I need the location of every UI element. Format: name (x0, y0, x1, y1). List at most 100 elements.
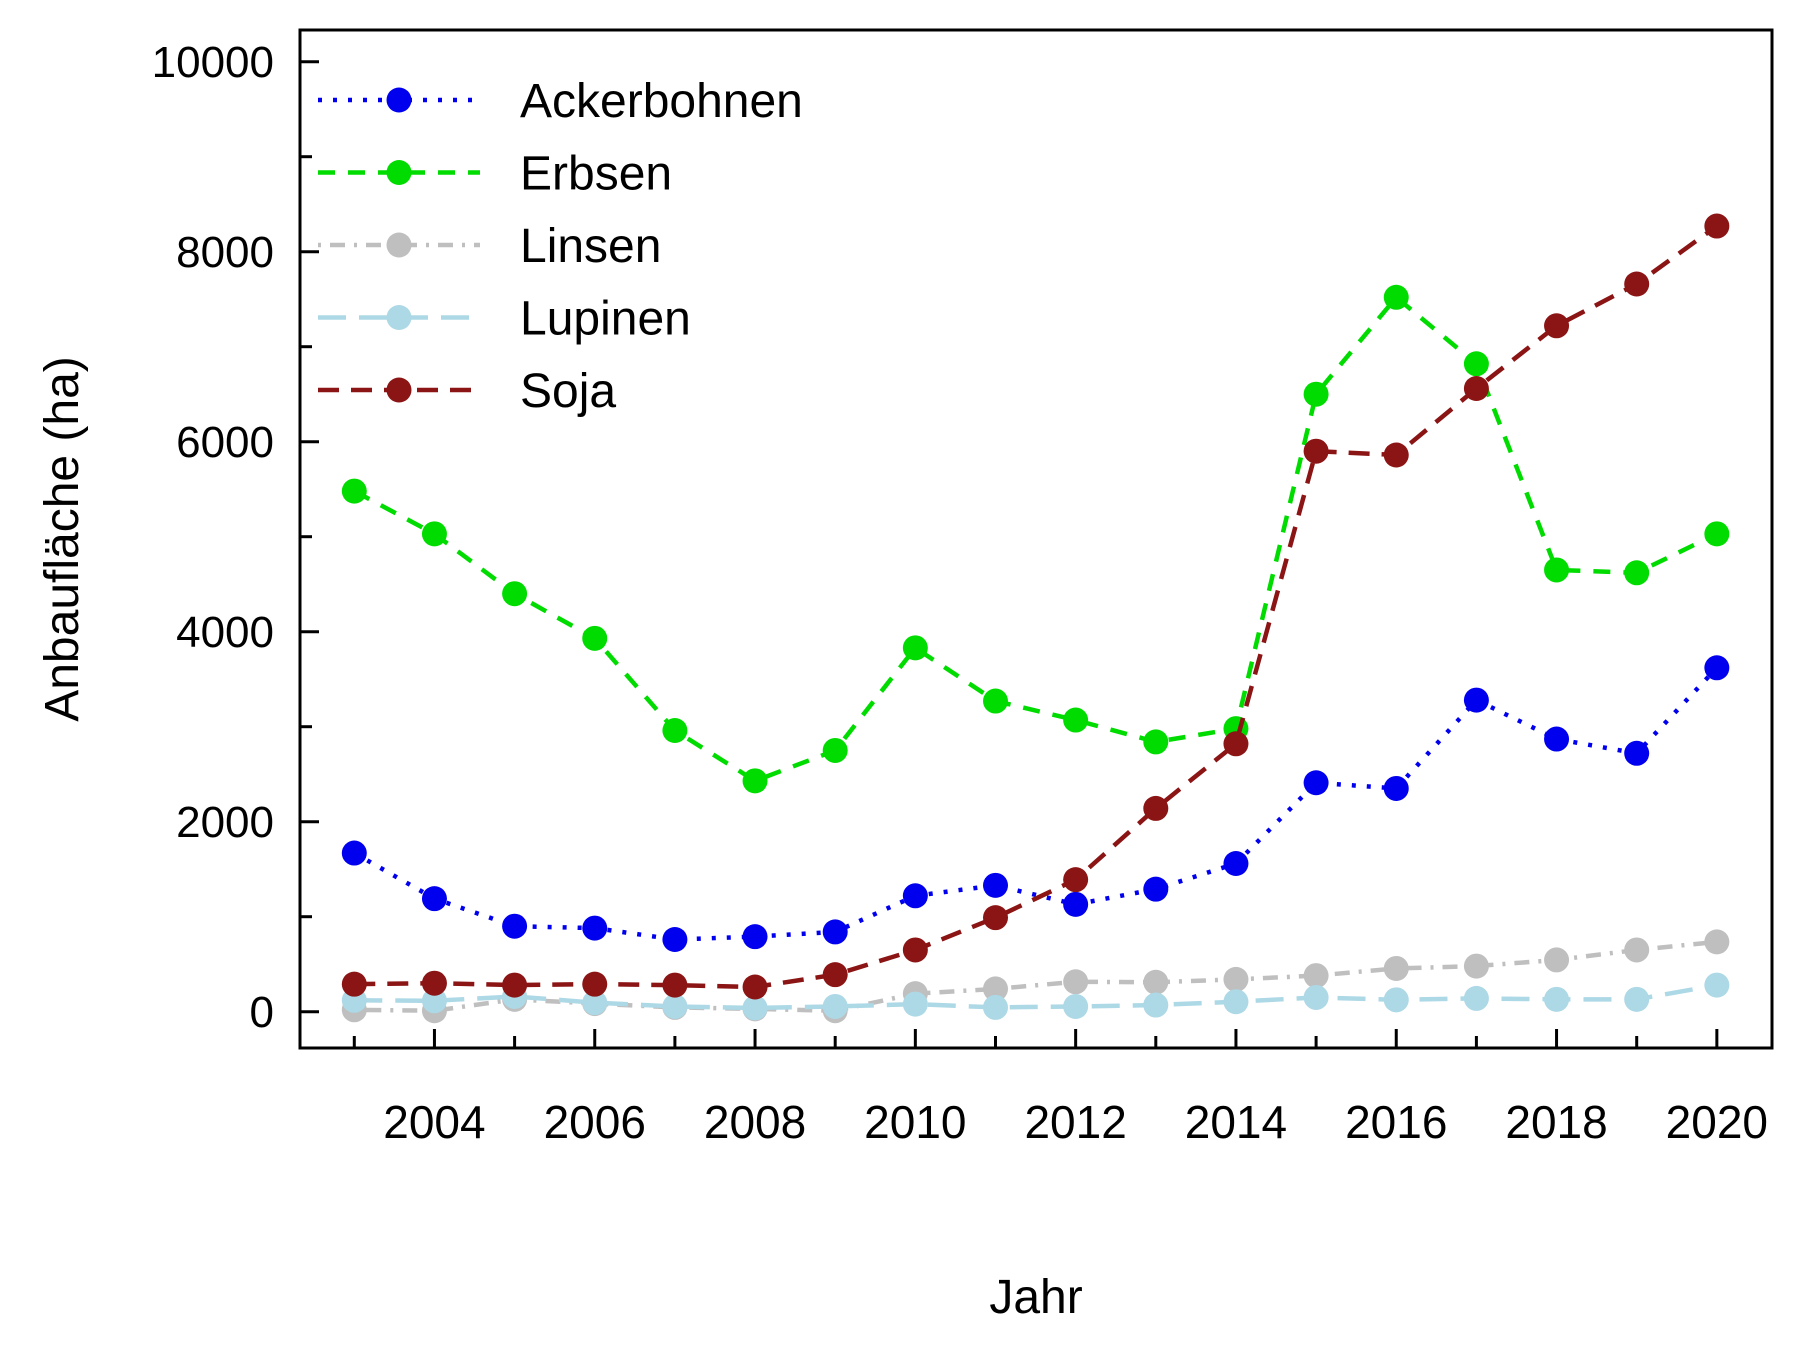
data-point (1383, 987, 1409, 1013)
data-point (742, 995, 768, 1021)
data-point (502, 913, 528, 939)
data-point (1143, 992, 1169, 1018)
data-point (1463, 953, 1489, 979)
x-axis: 2004 2006 2008 2010 2012 2014 2016 2018 2020 (352, 1029, 1768, 1148)
data-point (421, 886, 447, 912)
data-point (1223, 731, 1249, 757)
x-tick-label: 2006 (544, 1096, 646, 1148)
data-point (1303, 381, 1329, 407)
data-point (983, 688, 1008, 714)
data-point (662, 972, 688, 998)
data-point (1303, 438, 1329, 464)
data-point (1383, 955, 1409, 981)
data-point (1624, 740, 1650, 766)
data-point (341, 971, 367, 997)
legend-point-sample (386, 232, 412, 258)
data-point (1704, 521, 1730, 547)
y-tick-label: 8000 (176, 228, 274, 277)
data-point (1063, 993, 1089, 1019)
data-point (983, 994, 1008, 1020)
y-axis: 0 2000 4000 6000 8000 10000 (152, 38, 319, 1037)
data-point (1223, 851, 1249, 876)
x-tick-label: 2014 (1185, 1096, 1287, 1148)
legend-point-sample (386, 87, 412, 113)
data-point (1303, 984, 1329, 1010)
x-tick-label: 2010 (864, 1096, 966, 1148)
data-point (742, 924, 768, 950)
data-point (822, 919, 848, 945)
data-point (1463, 687, 1489, 713)
series-line (354, 982, 1718, 1011)
data-point (983, 872, 1008, 898)
data-point (421, 988, 447, 1014)
series-line (354, 224, 1719, 990)
x-tick-label: 2018 (1505, 1096, 1607, 1148)
data-point (983, 905, 1008, 931)
data-point (1063, 891, 1089, 917)
data-point (1303, 770, 1329, 796)
series-soja (341, 213, 1730, 1000)
data-point (1544, 313, 1570, 339)
legend-label: Ackerbohnen (520, 75, 803, 128)
data-point (1544, 557, 1570, 583)
legend-label: Lupinen (520, 292, 691, 345)
data-point (1704, 213, 1730, 239)
series-line (353, 666, 1719, 942)
data-point (662, 718, 688, 743)
data-point (421, 970, 447, 996)
data-point (502, 581, 528, 607)
data-point (902, 635, 928, 661)
data-point (582, 990, 608, 1016)
data-point (1704, 972, 1730, 998)
series-line (353, 294, 1718, 784)
data-point (341, 478, 367, 504)
data-point (1383, 442, 1409, 468)
data-point (1303, 963, 1329, 989)
data-point (1143, 729, 1169, 755)
legend-point-sample (386, 377, 412, 403)
data-point (1544, 947, 1570, 973)
data-point (1383, 775, 1409, 801)
series-line (354, 939, 1718, 1014)
series-ackerbohnen (341, 655, 1730, 952)
x-tick-label: 2004 (383, 1096, 485, 1148)
plot-border (298, 28, 1774, 1050)
y-tick-label: 2000 (176, 798, 274, 847)
data-point (902, 991, 928, 1017)
data-point (1624, 937, 1650, 963)
legend-point-sample (386, 160, 412, 185)
y-tick-label: 6000 (176, 418, 274, 467)
data-point (1463, 376, 1489, 401)
data-point (582, 625, 608, 651)
data-point (983, 976, 1008, 1002)
data-point (1063, 867, 1089, 893)
legend-label: Linsen (520, 220, 661, 273)
data-point (1143, 795, 1169, 821)
legend: Ackerbohnen Erbsen Linsen Lupinen Soja (318, 75, 803, 418)
y-tick-label: 10000 (152, 38, 274, 87)
series-erbsen (341, 284, 1730, 794)
data-point (742, 974, 768, 1000)
data-point (1704, 929, 1730, 955)
data-point (1463, 351, 1489, 377)
data-point (421, 521, 447, 547)
data-point (742, 768, 768, 794)
data-point (1143, 876, 1169, 902)
x-tick-label: 2016 (1345, 1096, 1447, 1148)
legend-label: Erbsen (520, 147, 672, 200)
data-point (1704, 655, 1730, 681)
data-point (662, 993, 688, 1019)
data-point (502, 972, 528, 998)
data-point (1063, 707, 1089, 733)
data-point (662, 927, 688, 952)
y-axis-title: Anbaufläche (ha) (36, 356, 89, 722)
data-point (822, 993, 848, 1019)
series-lupinen (341, 972, 1730, 1021)
data-point (341, 840, 367, 866)
data-point (822, 737, 848, 763)
legend-label: Soja (520, 365, 616, 418)
data-point (1624, 986, 1650, 1012)
data-point (582, 915, 608, 941)
